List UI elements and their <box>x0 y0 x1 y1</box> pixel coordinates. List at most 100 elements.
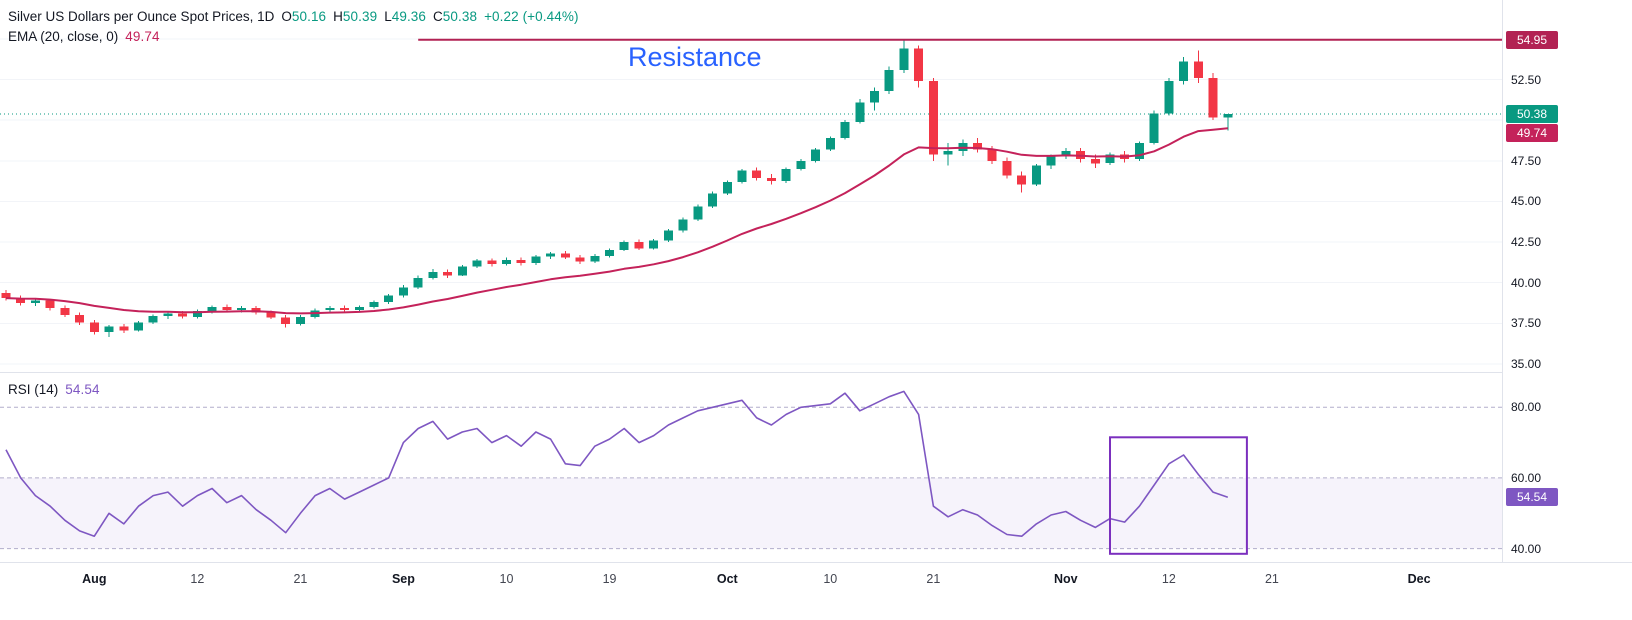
candle-body[interactable] <box>575 257 585 262</box>
price-axis[interactable]: 52.50 47.50 45.00 42.50 40.00 37.50 35.00 80.00… <box>1502 0 1632 562</box>
symbol-title[interactable]: Silver US Dollars per Ounce Spot Prices,… <box>8 9 275 24</box>
candle-body[interactable] <box>413 277 423 288</box>
rsi-axis-label: 80.00 <box>1511 400 1542 415</box>
candle-body[interactable] <box>30 300 40 303</box>
candle-body[interactable] <box>104 326 114 333</box>
candle-body[interactable] <box>134 322 143 331</box>
time-axis-label: Aug <box>82 572 107 586</box>
candle-body[interactable] <box>75 315 85 323</box>
candle-body[interactable] <box>1105 154 1115 164</box>
candle-body[interactable] <box>516 259 526 264</box>
candle-body[interactable] <box>325 307 335 311</box>
candle-body[interactable] <box>251 307 261 313</box>
main-legend: Silver US Dollars per Ounce Spot Prices,… <box>8 9 579 24</box>
candle-body[interactable] <box>1 293 11 299</box>
candle-body[interactable] <box>192 311 202 317</box>
candle-body[interactable] <box>1208 78 1218 118</box>
candle-body[interactable] <box>1179 61 1189 82</box>
candle-body[interactable] <box>531 256 541 264</box>
candle-body[interactable] <box>722 181 732 194</box>
candle-body[interactable] <box>369 302 379 307</box>
candle-body[interactable] <box>16 298 26 303</box>
ema-legend[interactable]: EMA (20, close, 0) 49.74 <box>8 29 160 44</box>
candle-body[interactable] <box>207 307 217 312</box>
candle-body[interactable] <box>605 250 614 256</box>
candle-body[interactable] <box>884 69 894 91</box>
candle-body[interactable] <box>89 322 99 333</box>
candle-body[interactable] <box>737 170 747 182</box>
candle-body[interactable] <box>1046 155 1056 166</box>
candle-body[interactable] <box>752 170 762 178</box>
candle-body[interactable] <box>178 313 188 317</box>
candle-body[interactable] <box>766 177 776 182</box>
candle-body[interactable] <box>928 81 938 155</box>
candle-body[interactable] <box>678 219 688 231</box>
candle-body[interactable] <box>1193 61 1203 78</box>
candle-body[interactable] <box>119 326 129 331</box>
candle-body[interactable] <box>855 102 865 122</box>
candle-body[interactable] <box>825 138 835 150</box>
candle-body[interactable] <box>1164 81 1174 114</box>
candle-body[interactable] <box>649 240 659 249</box>
candle-body[interactable] <box>472 260 482 267</box>
candle-body[interactable] <box>222 307 232 311</box>
time-axis-label: 21 <box>926 572 941 586</box>
time-axis[interactable]: Aug 12 21 Sep 10 19 Oct 10 21 Nov 12 21 Dec <box>0 562 1632 620</box>
candle-body[interactable] <box>1031 165 1041 185</box>
candle-body[interactable] <box>914 48 924 82</box>
candle-body[interactable] <box>708 193 718 207</box>
candle-body[interactable] <box>781 168 791 182</box>
candle-body[interactable] <box>870 91 879 103</box>
candle-body[interactable] <box>148 316 158 323</box>
rsi-highlight-box[interactable] <box>1109 436 1248 555</box>
candle-body[interactable] <box>899 48 909 70</box>
price-badge: 50.38 <box>1506 105 1558 124</box>
rsi-axis-label: 40.00 <box>1511 541 1542 556</box>
candle-body[interactable] <box>1017 175 1027 185</box>
candle-body[interactable] <box>1061 151 1071 156</box>
candle-body[interactable] <box>487 260 497 264</box>
candle-body[interactable] <box>457 266 467 276</box>
candle-body[interactable] <box>811 149 821 161</box>
candle-body[interactable] <box>973 143 982 150</box>
candle-body[interactable] <box>340 307 350 311</box>
ema-line[interactable] <box>5 127 1228 315</box>
candle-body[interactable] <box>693 206 703 220</box>
candle-body[interactable] <box>634 242 644 249</box>
candle-body[interactable] <box>796 160 806 169</box>
candle-body[interactable] <box>1002 160 1012 176</box>
candle-body[interactable] <box>443 272 453 276</box>
candle-body[interactable] <box>428 272 438 278</box>
candle-body[interactable] <box>590 255 600 262</box>
candle-body[interactable] <box>266 312 276 318</box>
candle-body[interactable] <box>163 313 173 316</box>
candle-body[interactable] <box>840 121 850 138</box>
candle-body[interactable] <box>1223 114 1233 118</box>
time-axis-label: 21 <box>1264 572 1279 586</box>
candle-body[interactable] <box>663 230 673 241</box>
candle-body[interactable] <box>281 317 291 325</box>
pane-separator[interactable] <box>0 372 1632 373</box>
candle-body[interactable] <box>546 253 556 257</box>
resistance-annotation-label[interactable]: Resistance <box>628 42 762 72</box>
candle-body[interactable] <box>354 307 364 311</box>
candle-body[interactable] <box>987 149 997 161</box>
rsi-legend[interactable]: RSI (14) 54.54 <box>8 382 100 397</box>
chart-canvas[interactable] <box>0 0 1502 562</box>
candle-body[interactable] <box>295 316 305 325</box>
candle-body[interactable] <box>1149 113 1159 143</box>
candle-body[interactable] <box>237 307 246 311</box>
candle-body[interactable] <box>943 151 953 155</box>
candle-body[interactable] <box>384 295 394 303</box>
rsi-line[interactable] <box>5 390 1229 538</box>
candle-body[interactable] <box>398 287 408 296</box>
candle-body[interactable] <box>502 259 511 264</box>
candle-body[interactable] <box>560 253 570 258</box>
candle-body[interactable] <box>619 242 629 251</box>
candle-body[interactable] <box>1090 159 1100 164</box>
candle-body[interactable] <box>1134 143 1144 160</box>
candle-body[interactable] <box>45 300 55 308</box>
rsi-legend-label: RSI (14) <box>8 382 59 397</box>
candle-body[interactable] <box>60 307 70 316</box>
